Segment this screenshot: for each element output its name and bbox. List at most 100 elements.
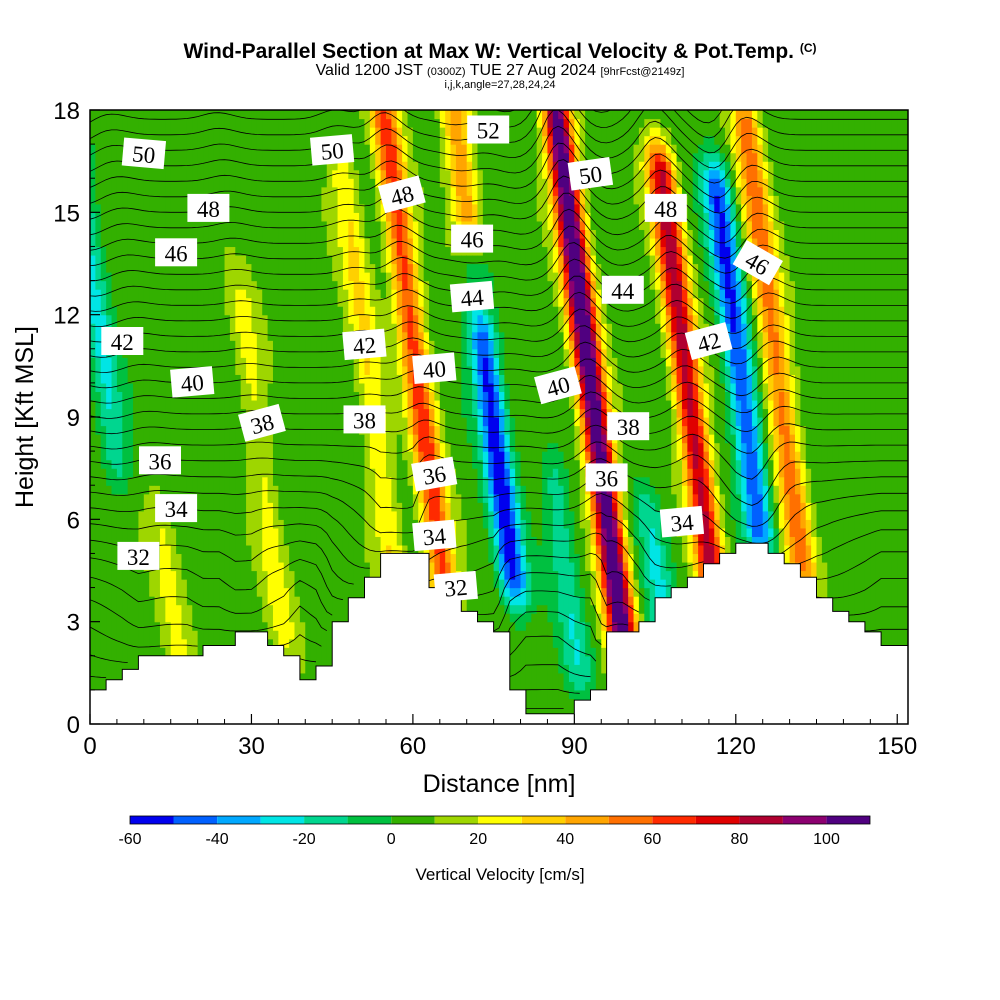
colorbar-swatch bbox=[826, 816, 870, 824]
w-cell bbox=[617, 527, 624, 537]
w-cell bbox=[122, 357, 129, 495]
w-cell bbox=[805, 502, 812, 520]
w-cell bbox=[762, 468, 769, 486]
w-cell bbox=[100, 468, 107, 724]
w-cell bbox=[170, 110, 177, 529]
w-cell bbox=[283, 110, 290, 546]
w-cell bbox=[353, 357, 360, 393]
w-cell bbox=[714, 110, 721, 145]
w-cell bbox=[671, 152, 678, 171]
w-cell bbox=[294, 596, 301, 674]
w-cell bbox=[585, 434, 592, 452]
w-cell bbox=[558, 118, 565, 188]
w-cell bbox=[778, 340, 785, 393]
w-cell bbox=[574, 357, 581, 367]
w-cell bbox=[375, 169, 382, 188]
w-cell bbox=[649, 144, 656, 154]
w-cell bbox=[272, 485, 279, 529]
w-cell bbox=[504, 587, 511, 597]
w-cell bbox=[482, 425, 489, 452]
colorbar-tick-label: -20 bbox=[293, 831, 316, 848]
w-cell bbox=[579, 186, 586, 205]
w-cell bbox=[811, 561, 818, 580]
w-cell bbox=[552, 186, 559, 196]
contour-label-text: 44 bbox=[611, 279, 635, 304]
w-cell bbox=[563, 664, 570, 691]
w-cell bbox=[568, 135, 575, 145]
w-cell bbox=[402, 254, 409, 290]
w-cell bbox=[552, 212, 559, 230]
w-cell bbox=[154, 110, 161, 486]
theta-contour bbox=[90, 664, 591, 678]
w-cell bbox=[671, 237, 678, 307]
w-cell bbox=[633, 579, 640, 597]
colorbar-swatch bbox=[130, 816, 174, 824]
forecast-info: [9hrFcst@2149z] bbox=[600, 66, 685, 78]
w-cell bbox=[579, 229, 586, 239]
w-cell bbox=[499, 527, 505, 555]
w-cell bbox=[579, 110, 586, 171]
w-cell bbox=[499, 374, 505, 393]
w-cell bbox=[649, 110, 656, 120]
w-cell bbox=[655, 323, 662, 495]
w-cell bbox=[337, 110, 344, 137]
w-cell bbox=[665, 161, 672, 171]
w-cell bbox=[251, 331, 258, 401]
w-cell bbox=[95, 246, 102, 290]
w-cell bbox=[574, 638, 581, 665]
w-cell bbox=[660, 127, 667, 137]
w-cell bbox=[665, 152, 672, 162]
w-cell bbox=[708, 161, 715, 171]
w-cell bbox=[725, 220, 732, 248]
w-cell bbox=[708, 493, 715, 512]
w-cell bbox=[558, 672, 565, 724]
w-cell bbox=[687, 110, 694, 230]
w-cell bbox=[106, 272, 113, 316]
w-cell bbox=[778, 391, 785, 435]
w-cell bbox=[735, 399, 742, 427]
w-cell bbox=[687, 280, 694, 299]
contour-label-box bbox=[644, 193, 687, 222]
w-cell bbox=[418, 186, 425, 282]
w-cell bbox=[838, 110, 845, 724]
w-cell bbox=[445, 135, 452, 171]
contour-label-box bbox=[139, 446, 181, 475]
w-cell bbox=[698, 203, 705, 248]
w-cell bbox=[628, 604, 635, 623]
w-cell bbox=[692, 468, 699, 495]
colorbar-swatch bbox=[739, 816, 783, 824]
w-cell bbox=[499, 553, 505, 572]
w-cell bbox=[520, 485, 527, 520]
w-cell bbox=[493, 391, 500, 418]
w-cell bbox=[649, 485, 656, 503]
w-cell bbox=[568, 698, 575, 724]
w-cell bbox=[499, 434, 505, 452]
w-cell bbox=[606, 365, 613, 393]
w-cell bbox=[735, 493, 742, 546]
w-cell bbox=[585, 425, 592, 435]
contour-label-text: 40 bbox=[422, 356, 447, 383]
w-cell bbox=[735, 425, 742, 461]
w-cell bbox=[552, 442, 559, 469]
w-cell bbox=[439, 110, 446, 128]
w-cell bbox=[176, 604, 183, 665]
w-cell bbox=[240, 110, 247, 256]
w-cell bbox=[423, 485, 430, 503]
w-cell bbox=[407, 451, 414, 486]
w-cell bbox=[563, 468, 570, 529]
w-cell bbox=[235, 254, 242, 290]
w-cell bbox=[703, 417, 710, 435]
w-cell bbox=[574, 348, 581, 358]
w-cell bbox=[547, 476, 554, 495]
w-cell bbox=[746, 220, 753, 239]
w-cell bbox=[773, 485, 780, 503]
w-cell bbox=[617, 502, 624, 520]
w-cell bbox=[246, 297, 253, 384]
w-cell bbox=[563, 152, 570, 239]
w-cell bbox=[563, 527, 570, 665]
w-cell bbox=[558, 621, 565, 674]
w-cell bbox=[359, 237, 366, 282]
w-cell bbox=[719, 382, 726, 495]
w-cell bbox=[466, 195, 473, 222]
w-cell bbox=[676, 459, 683, 537]
